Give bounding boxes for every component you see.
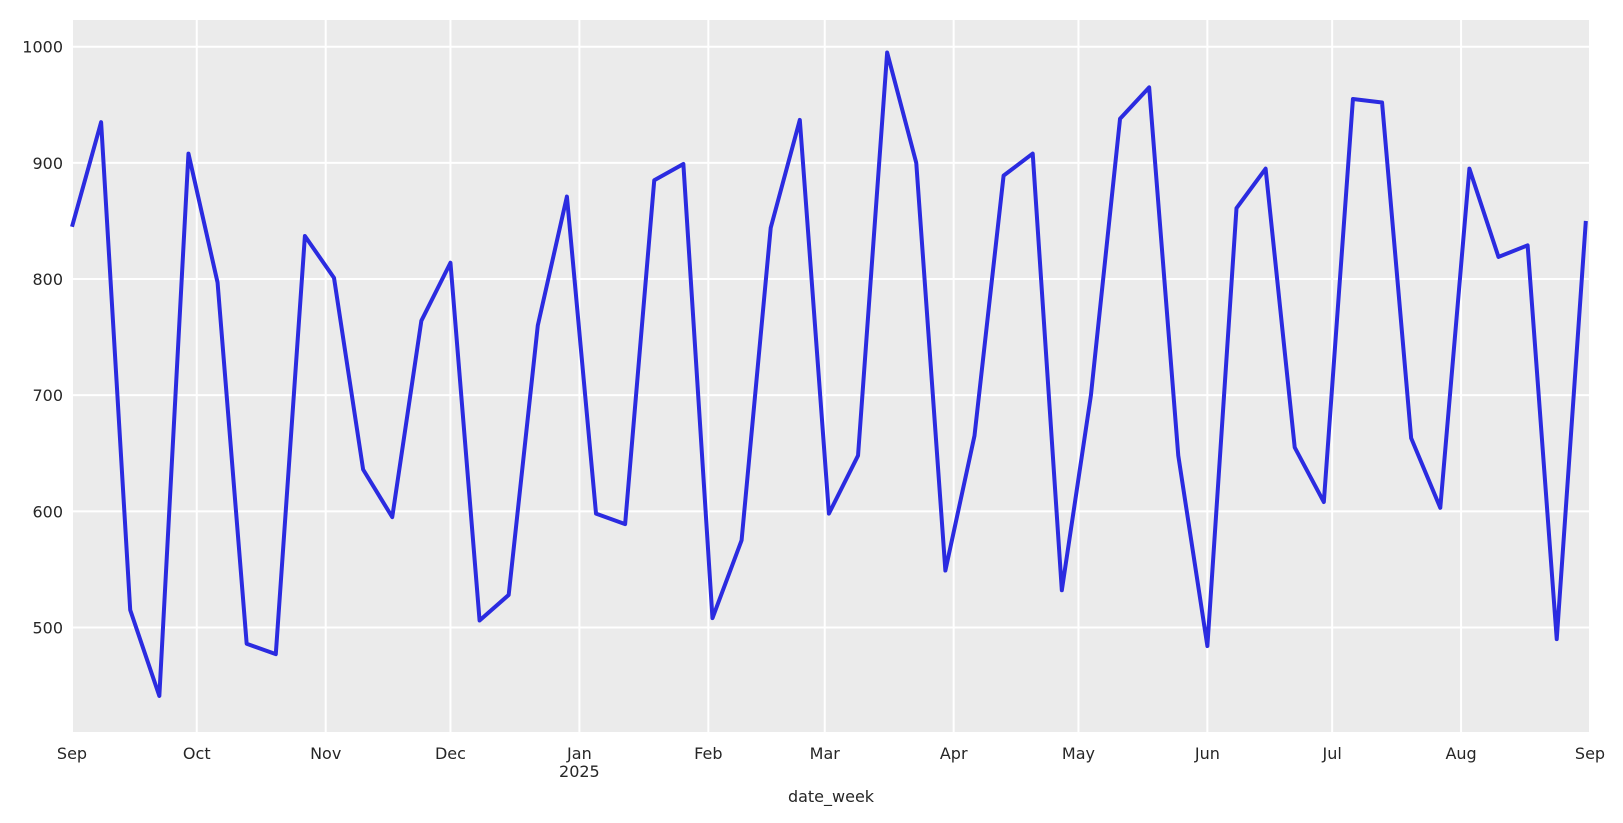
x-tick-label: Jul (1321, 744, 1341, 763)
x-tick-label: Mar (810, 744, 841, 763)
x-tick-label: Nov (310, 744, 341, 763)
x-tick-label: Oct (183, 744, 211, 763)
x-tick-label: Dec (435, 744, 466, 763)
x-tick-label: Feb (694, 744, 722, 763)
y-axis-tick-labels: 500 600 700 800 900 1000 (22, 38, 63, 638)
y-tick-label: 500 (32, 618, 63, 637)
x-tick-sublabel: 2025 (559, 762, 600, 781)
x-tick-label: Apr (940, 744, 968, 763)
x-tick-label: Sep (57, 744, 87, 763)
y-tick-label: 900 (32, 154, 63, 173)
y-tick-label: 800 (32, 270, 63, 289)
x-axis-label: date_week (788, 787, 875, 807)
x-tick-label: Jun (1194, 744, 1220, 763)
gridlines (71, 20, 1591, 732)
x-tick-label: May (1062, 744, 1095, 763)
plot-background (72, 20, 1590, 732)
x-tick-label: Aug (1445, 744, 1476, 763)
series-line (70, 50, 1588, 698)
x-tick-label: Jan (566, 744, 592, 763)
x-tick-label: Sep (1575, 744, 1605, 763)
y-tick-label: 600 (32, 502, 63, 521)
y-tick-label: 1000 (22, 38, 63, 57)
y-tick-label: 700 (32, 386, 63, 405)
